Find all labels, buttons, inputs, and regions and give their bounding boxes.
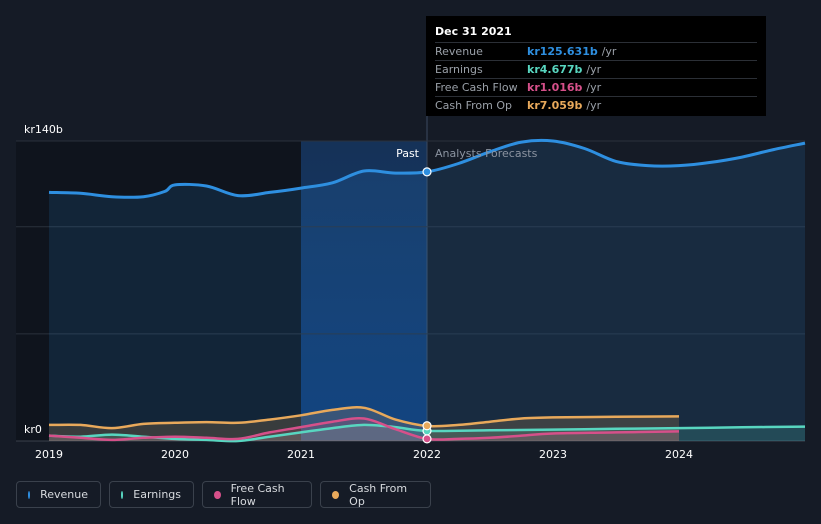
legend-item-earnings[interactable]: Earnings [109,481,194,508]
forecast-label: Analysts Forecasts [435,147,538,160]
x-tick-label: 2022 [413,448,441,461]
tooltip-label: Cash From Op [435,99,513,112]
tooltip-value: kr7.059b [527,99,583,112]
highlight-region [301,141,427,441]
x-tick-label: 2020 [161,448,189,461]
legend-item-cash-from-op[interactable]: Cash From Op [320,481,431,508]
legend-item-free-cash-flow[interactable]: Free Cash Flow [202,481,312,508]
tooltip-value: kr125.631b [527,45,598,58]
legend-dot-icon [121,490,124,499]
tooltip-label: Revenue [435,45,483,58]
legend-label: Free Cash Flow [230,481,285,508]
tooltip-value: kr4.677b [527,63,583,76]
y-axis-zero-label: kr0 [24,423,42,436]
tooltip-label: Earnings [435,63,483,76]
legend-dot-icon [214,490,221,499]
x-tick-label: 2023 [539,448,567,461]
tooltip-unit: /yr [586,81,602,94]
legend-label: Earnings [133,488,181,501]
y-axis-top-label: kr140b [24,123,63,136]
cash-from-op-marker [422,421,432,431]
past-label: Past [396,147,420,160]
free-cash-flow-marker [422,434,432,444]
free-cash-flow-line [48,416,680,442]
tooltip-date: Dec 31 2021 [435,25,512,38]
legend-label: Cash From Op [349,481,408,508]
revenue-marker [422,167,432,177]
revenue-area [49,140,805,442]
tooltip-row-free-cash-flow: Free Cash Flow kr1.016b /yr [435,78,757,96]
cash-from-op-line [48,406,680,430]
tooltip-unit: /yr [601,45,617,58]
tooltip-row-earnings: Earnings kr4.677b /yr [435,60,757,78]
x-tick-label: 2024 [665,448,693,461]
legend-dot-icon [28,490,31,499]
x-tick-label: 2021 [287,448,315,461]
free-cash-flow-area [49,418,679,441]
x-tick-label: 2019 [35,448,63,461]
tooltip-unit: /yr [586,99,602,112]
legend-item-revenue[interactable]: Revenue [16,481,101,508]
tooltip-row-cash-from-op: Cash From Op kr7.059b /yr [435,96,757,114]
tooltip-value: kr1.016b [527,81,583,94]
legend: Revenue Earnings Free Cash Flow Cash Fro… [16,481,431,508]
revenue-line [48,138,806,199]
tooltip-row-revenue: Revenue kr125.631b /yr [435,42,757,60]
legend-label: Revenue [40,488,88,501]
tooltip-unit: /yr [586,63,602,76]
tooltip-label: Free Cash Flow [435,81,518,94]
tooltip: Dec 31 2021 Revenue kr125.631b /yr Earni… [426,16,766,116]
legend-dot-icon [332,490,340,499]
